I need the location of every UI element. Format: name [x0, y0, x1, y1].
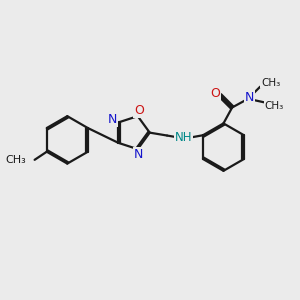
Text: O: O [210, 86, 220, 100]
Text: CH₃: CH₃ [261, 78, 280, 88]
Text: O: O [134, 104, 144, 117]
Text: N: N [134, 148, 143, 161]
Text: CH₃: CH₃ [265, 101, 284, 111]
Text: NH: NH [175, 131, 192, 144]
Text: CH₃: CH₃ [6, 155, 26, 165]
Text: N: N [108, 113, 117, 126]
Text: N: N [244, 91, 254, 103]
